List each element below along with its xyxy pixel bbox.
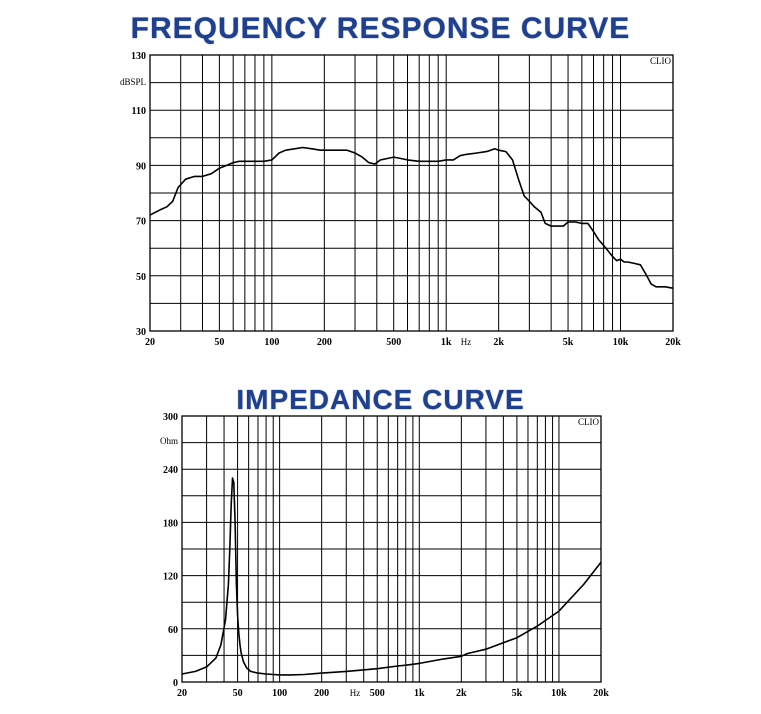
plot-frame <box>149 54 674 332</box>
x-tick-label: 500 <box>370 688 385 699</box>
y-tick-label: 30 <box>136 327 146 338</box>
frequency-response-title: FREQUENCY RESPONSE CURVE <box>130 12 631 45</box>
plot-frame <box>181 415 602 683</box>
x-tick-label: 200 <box>317 337 332 348</box>
x-tick-label: 1k <box>441 337 452 348</box>
x-axis-label: Hz <box>461 337 472 347</box>
x-tick-label: 50 <box>233 688 243 699</box>
clio-brand-label: CLIO <box>578 417 599 427</box>
y-axis-label: dBSPL <box>120 77 146 87</box>
y-tick-label: 70 <box>136 217 146 228</box>
y-tick-label: 300 <box>163 412 178 423</box>
y-tick-label: 50 <box>136 272 146 283</box>
y-tick-label: 0 <box>173 678 178 689</box>
x-tick-label: 10k <box>551 688 567 699</box>
impedance-title: IMPEDANCE CURVE <box>236 384 525 415</box>
y-axis-label: Ohm <box>160 436 178 446</box>
x-tick-label: 10k <box>613 337 629 348</box>
x-tick-label: 20 <box>177 688 187 699</box>
x-tick-label: 200 <box>314 688 329 699</box>
series-line <box>149 146 674 289</box>
y-tick-label: 180 <box>163 518 178 529</box>
x-tick-label: 2k <box>493 337 504 348</box>
x-tick-label: 50 <box>214 337 224 348</box>
x-tick-label: 100 <box>264 337 279 348</box>
y-tick-label: 130 <box>131 51 146 62</box>
x-tick-label: 20 <box>145 337 155 348</box>
x-tick-label: 100 <box>272 688 287 699</box>
series-line <box>181 477 602 676</box>
x-tick-label: 500 <box>386 337 401 348</box>
y-tick-label: 110 <box>132 106 146 117</box>
x-tick-label: 20k <box>665 337 681 348</box>
y-tick-label: 90 <box>136 161 146 172</box>
x-tick-label: 2k <box>456 688 467 699</box>
x-tick-label: 1k <box>414 688 425 699</box>
y-tick-label: 240 <box>163 465 178 476</box>
y-tick-label: 120 <box>163 572 178 583</box>
clio-brand-label: CLIO <box>650 56 671 66</box>
y-tick-label: 60 <box>168 625 178 636</box>
x-tick-label: 20k <box>593 688 609 699</box>
x-axis-label: Hz <box>350 688 361 698</box>
frequency-response-chart: 20 50 100 200 500 1k 2k 5k 10k 20k 30 50 70 90 110 130 d… <box>120 51 681 348</box>
x-tick-label: 5k <box>512 688 523 699</box>
x-tick-label: 5k <box>563 337 574 348</box>
